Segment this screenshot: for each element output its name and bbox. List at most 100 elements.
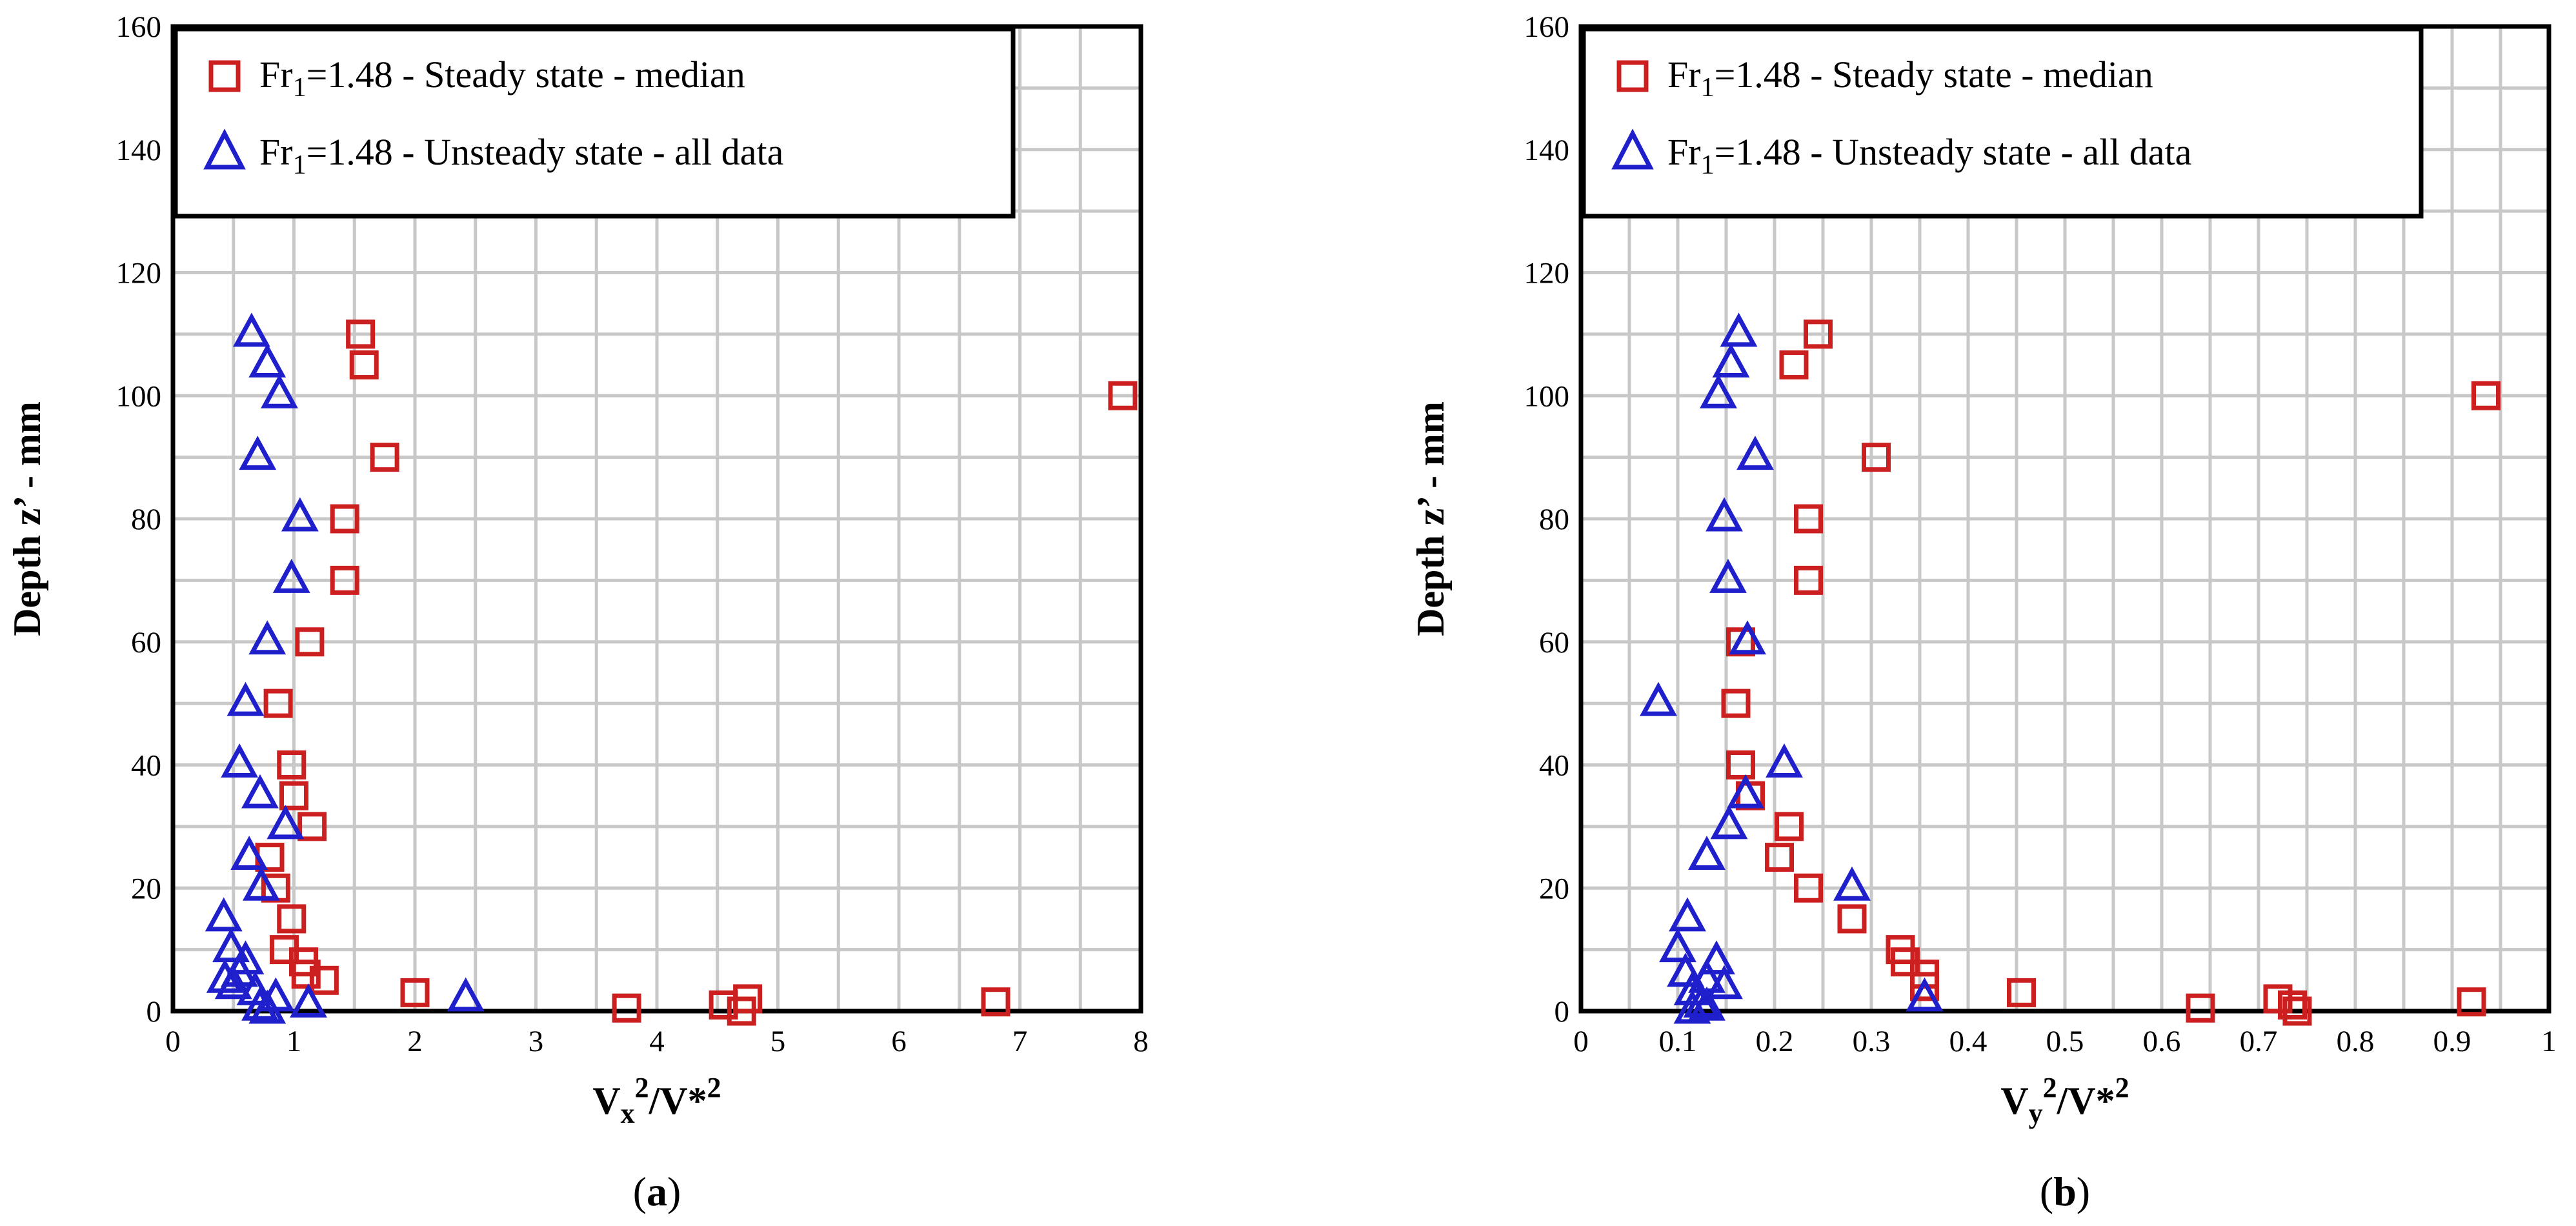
y-tick-label: 80 bbox=[1539, 503, 1569, 536]
data-point-steady bbox=[2282, 996, 2312, 1026]
data-point-unsteady bbox=[1640, 681, 1677, 716]
y-tick-label: 120 bbox=[1524, 257, 1570, 290]
panel-label: (a) bbox=[633, 1169, 681, 1214]
data-point-unsteady bbox=[1706, 497, 1743, 532]
data-point-steady bbox=[1910, 972, 1939, 1001]
data-point-unsteady bbox=[242, 866, 280, 901]
x-tick-label: 3 bbox=[528, 1025, 544, 1058]
data-point-unsteady bbox=[290, 983, 327, 1018]
x-tick-label: 4 bbox=[649, 1025, 665, 1058]
data-point-unsteady bbox=[232, 312, 270, 347]
data-point-steady bbox=[370, 443, 399, 472]
data-point-steady bbox=[309, 965, 339, 995]
data-point-steady bbox=[1794, 504, 1823, 534]
data-point-unsteady bbox=[1669, 897, 1706, 932]
data-point-steady bbox=[1726, 750, 1755, 779]
data-point-steady bbox=[1804, 319, 1833, 349]
data-point-steady bbox=[277, 904, 307, 934]
y-tick-label: 140 bbox=[1524, 134, 1570, 167]
data-point-unsteady bbox=[1833, 866, 1871, 901]
legend-triangle-marker bbox=[1611, 128, 1654, 170]
data-point-unsteady bbox=[272, 559, 310, 593]
data-point-steady bbox=[1775, 812, 1804, 841]
data-point-steady bbox=[349, 350, 379, 380]
data-point-unsteady bbox=[447, 977, 485, 1012]
y-axis-label: Depth z’ - mm bbox=[1409, 401, 1452, 636]
y-tick-label: 160 bbox=[116, 10, 162, 44]
y-tick-label: 120 bbox=[116, 257, 162, 290]
y-tick-label: 80 bbox=[131, 503, 161, 536]
legend-triangle-marker bbox=[203, 128, 246, 170]
data-point-unsteady bbox=[226, 681, 265, 716]
x-tick-label: 0.2 bbox=[1756, 1025, 1794, 1058]
x-tick-label: 0.9 bbox=[2433, 1025, 2471, 1058]
data-point-steady bbox=[709, 990, 738, 1020]
y-tick-label: 40 bbox=[131, 749, 161, 783]
data-point-steady bbox=[1794, 565, 1823, 595]
data-point-steady bbox=[1837, 904, 1867, 934]
x-tick-label: 0.5 bbox=[2046, 1025, 2084, 1058]
x-tick-label: 8 bbox=[1133, 1025, 1149, 1058]
data-point-unsteady bbox=[212, 928, 250, 963]
x-tick-label: 1 bbox=[287, 1025, 302, 1058]
x-tick-label: 0.3 bbox=[1853, 1025, 1891, 1058]
data-point-unsteady bbox=[1712, 343, 1750, 378]
y-tick-label: 0 bbox=[1555, 995, 1570, 1029]
x-tick-label: 5 bbox=[770, 1025, 786, 1058]
data-point-unsteady bbox=[214, 965, 252, 1000]
data-point-steady bbox=[291, 960, 321, 989]
data-point-unsteady bbox=[1688, 836, 1726, 870]
x-tick-label: 6 bbox=[891, 1025, 907, 1058]
data-point-unsteady bbox=[230, 836, 268, 870]
data-point-steady bbox=[2186, 993, 2215, 1023]
y-tick-label: 60 bbox=[131, 626, 161, 659]
data-point-unsteady bbox=[1729, 620, 1766, 655]
x-tick-label: 0 bbox=[165, 1025, 181, 1058]
legend-entry-unsteady: Fr1=1.48 - Unsteady state - all data bbox=[259, 131, 783, 180]
data-point-unsteady bbox=[281, 497, 319, 532]
data-point-unsteady bbox=[248, 620, 287, 655]
data-point-steady bbox=[330, 504, 359, 534]
legend-box bbox=[173, 26, 1016, 219]
data-point-unsteady bbox=[1673, 989, 1711, 1024]
y-axis-label: Depth z’ - mm bbox=[6, 401, 48, 636]
data-point-unsteady bbox=[1706, 965, 1743, 1000]
y-tick-label: 100 bbox=[1524, 379, 1570, 413]
data-point-steady bbox=[1862, 443, 1891, 472]
x-axis-label: Vy2/V*2 bbox=[2000, 1072, 2129, 1129]
data-point-steady bbox=[2278, 990, 2307, 1020]
data-point-unsteady bbox=[1700, 374, 1737, 408]
data-point-unsteady bbox=[1659, 928, 1696, 963]
plot-area-frame bbox=[170, 24, 1143, 1014]
x-tick-label: 0 bbox=[1573, 1025, 1589, 1058]
plot-area-frame bbox=[1578, 24, 2551, 1014]
y-tick-label: 140 bbox=[116, 134, 162, 167]
data-point-steady bbox=[1794, 873, 1823, 903]
data-point-steady bbox=[1721, 688, 1751, 718]
data-point-unsteady bbox=[1698, 940, 1735, 975]
y-tick-label: 40 bbox=[1539, 749, 1569, 783]
data-point-steady bbox=[330, 565, 359, 595]
data-point-steady bbox=[400, 978, 430, 1007]
data-point-steady bbox=[2471, 381, 2501, 410]
x-tick-label: 0.7 bbox=[2240, 1025, 2278, 1058]
y-tick-label: 20 bbox=[1539, 872, 1569, 905]
panel-b: 0 0.1 0.2 0.3 0.4 0.5 0.6 0.7 0.8 0.9 1 0 20 40 60 80 10… bbox=[1409, 10, 2557, 1214]
data-point-steady bbox=[279, 781, 308, 810]
data-point-unsteady bbox=[248, 343, 287, 378]
data-point-steady bbox=[1765, 843, 1794, 872]
data-point-steady bbox=[612, 993, 641, 1023]
data-point-unsteady bbox=[1720, 312, 1758, 347]
data-point-steady bbox=[263, 688, 293, 718]
y-tick-label: 0 bbox=[146, 995, 162, 1029]
data-point-steady bbox=[1108, 381, 1138, 410]
data-point-unsteady bbox=[1766, 743, 1803, 778]
data-point-steady bbox=[2007, 978, 2036, 1007]
x-tick-label: 2 bbox=[407, 1025, 423, 1058]
y-tick-label: 20 bbox=[131, 872, 161, 905]
legend: Fr1=1.48 - Steady state - median Fr1=1.4… bbox=[1581, 26, 2424, 219]
data-point-unsteady bbox=[241, 986, 279, 1021]
x-tick-label: 7 bbox=[1012, 1025, 1028, 1058]
